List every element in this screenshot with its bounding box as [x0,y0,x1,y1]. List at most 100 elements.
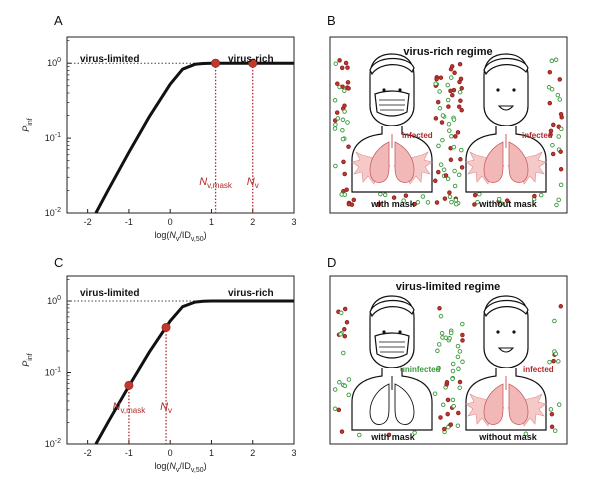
virus-particle-red [345,65,350,70]
virus-particle-red [434,200,440,205]
virus-particle-red [456,410,461,416]
virus-particle-green [340,128,345,133]
x-tick-label-c: -1 [125,448,133,458]
virus-particle-green [445,176,451,182]
virus-particle-red [558,304,564,309]
virus-particle-green [401,198,406,203]
virus-particle-green [450,361,456,367]
x-tick-label-c: -2 [84,448,92,458]
virus-particle-green [448,75,454,80]
virus-particle-green [440,137,445,143]
virus-particle-red [458,98,463,103]
virus-particle-red [458,157,463,162]
virus-particle-green [557,97,563,102]
virus-particle-green [477,191,482,197]
virus-particle-red [558,166,564,172]
y-tick-label-a: 100 [47,57,61,68]
virus-particle-green [450,376,455,382]
y-tick-label-a: 10-1 [45,132,61,143]
virus-particle-green [432,391,438,396]
virus-particle-green [555,92,561,98]
virus-particle-red [459,165,465,170]
virus-particle-red [456,104,462,109]
virus-particle-red [447,190,452,195]
y-tick-label-c: 100 [47,295,61,306]
virus-particle-green [556,134,561,139]
virus-particle-green [456,366,461,372]
virus-particle-green [438,313,444,319]
virus-particle-red [547,100,553,106]
virus-particle-green [456,172,462,178]
virus-particle-green [447,194,453,200]
virus-particle-red [386,432,392,438]
point-label-c-1: Nv [160,401,172,415]
virus-particle-green [475,199,480,205]
virus-particle-red [342,171,347,177]
virus-particle-green [342,192,348,197]
virus-particle-red [434,76,439,82]
virus-particle-green [460,321,465,327]
hair-icon [369,57,415,76]
x-tick-label-a: 1 [209,217,214,227]
virus-particles-b [332,57,564,208]
virus-particle-green [455,423,461,428]
hair-icon [483,299,529,318]
caption-with-mask-b: with mask [370,199,416,209]
caption-without-mask-d: without mask [478,432,538,442]
virus-particle-red [457,379,463,385]
virus-particle-green [435,348,440,354]
virus-particle-green [453,201,459,207]
x-tick-label-a: -1 [125,217,133,227]
virus-particle-red [549,411,555,417]
virus-particle-green [445,424,451,430]
panel-letter-a: A [54,13,63,28]
virus-particle-red [547,69,553,75]
point-label-a-1: Nv [247,176,259,190]
virus-particle-red [342,103,347,108]
virus-particle-red [445,411,450,417]
virus-particle-red [558,111,564,117]
virus-particle-red [439,120,445,125]
panel-c: C -2 -1 0 1 2 3 10-2 10-1 100 Nv,mask Nv Pinf log(Nv… [21,255,297,474]
y-axis-label-c: Pinf [21,353,34,366]
x-tick-label-c: 0 [168,448,173,458]
virus-particle-green [457,89,463,95]
virus-particle-red [346,201,352,207]
virus-particle-green [337,380,342,385]
virus-particle-green [415,200,421,205]
virus-particle-red [436,169,441,175]
virus-particle-green [523,431,529,437]
virus-particle-red [345,80,351,85]
virus-particle-green [450,397,456,403]
chart-a: -2 -1 0 1 2 3 10-2 10-1 100 Nv,mask Nv Pinf log(Nv/I… [21,40,297,243]
virus-particle-green [332,126,338,131]
virus-particle-red [433,116,439,121]
virus-particle-green [553,351,559,357]
virus-particle-red [337,58,342,63]
virus-particle-green [538,192,544,198]
virus-particle-green [338,332,343,337]
virus-particle-green [443,335,449,340]
virus-particle-green [552,428,558,433]
virus-particle-green [346,377,352,382]
virus-particle-green [340,117,346,123]
plot-frame-c [66,275,295,445]
virus-particle-green [449,134,454,139]
virus-particle-red [342,333,348,339]
virus-particle-red [472,202,477,207]
virus-particle-red [403,193,409,198]
virus-particle-red [346,86,351,91]
hair-icon [369,299,415,318]
virus-particle-red [438,415,443,420]
virus-particle-red [448,66,454,72]
caption-without-mask-b: without mask [478,199,538,209]
lungs-infected-icon [351,134,433,185]
virus-particle-green [342,109,347,114]
virus-particle-red [342,327,347,332]
virus-particle-red [351,197,357,203]
virus-particle-green [446,121,452,127]
virus-particle-red [340,84,345,89]
virus-particle-red [558,149,563,154]
virus-particle-red [437,306,442,311]
virus-particle-green [451,144,457,150]
